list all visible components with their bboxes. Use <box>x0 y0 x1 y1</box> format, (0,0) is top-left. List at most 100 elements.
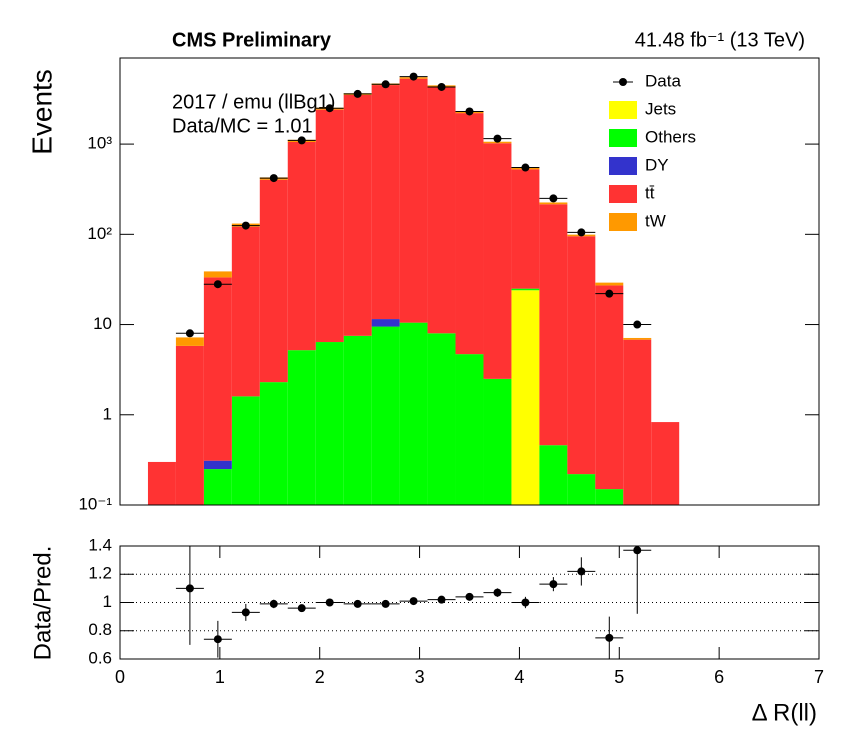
x-tick-label: 0 <box>115 667 125 687</box>
y-axis-label: Events <box>26 69 57 155</box>
data-point <box>549 194 558 203</box>
bar-segment <box>623 337 652 340</box>
bar-segment <box>315 342 344 505</box>
data-point <box>213 635 222 644</box>
data-point <box>521 163 530 172</box>
x-tick-label: 4 <box>514 667 524 687</box>
data-point <box>241 608 250 617</box>
data-point <box>325 104 334 113</box>
legend-swatch <box>609 185 637 203</box>
bar-segment <box>455 113 484 355</box>
legend-swatch <box>609 101 637 119</box>
y-tick-label: 10³ <box>87 134 112 153</box>
bar-segment <box>343 94 372 336</box>
bar-segment <box>623 339 652 505</box>
data-point <box>353 599 362 608</box>
x-tick-label: 7 <box>814 667 824 687</box>
bar-segment <box>203 271 232 278</box>
data-point <box>577 567 586 576</box>
bar-segment <box>455 354 484 505</box>
data-point <box>577 228 586 237</box>
data-point <box>549 580 558 589</box>
legend-swatch <box>609 213 637 231</box>
data-point <box>605 633 614 642</box>
bar-segment <box>259 382 288 505</box>
y-tick-label: 10⁻¹ <box>78 494 112 513</box>
data-point <box>353 89 362 98</box>
data-point <box>269 599 278 608</box>
data-point <box>633 546 642 555</box>
legend-swatch <box>609 157 637 175</box>
bar-segment <box>427 333 456 505</box>
bar-segment <box>371 319 400 327</box>
bar-segment <box>287 350 316 505</box>
data-point <box>493 588 502 597</box>
legend-label: Jets <box>645 99 676 118</box>
y-tick-label: 10 <box>93 314 112 333</box>
bar-segment <box>343 335 372 505</box>
bar-segment <box>511 169 540 289</box>
bar-segment <box>315 109 344 343</box>
bar-segment <box>539 445 568 505</box>
y-axis-label: Data/Pred. <box>29 546 56 661</box>
bar-segment <box>651 422 680 505</box>
x-tick-label: 3 <box>415 667 425 687</box>
data-point <box>409 72 418 81</box>
legend-label: Data <box>645 71 681 90</box>
bar-segment <box>539 202 568 205</box>
legend-swatch <box>609 129 637 147</box>
bar-segment <box>483 378 512 505</box>
data-point <box>381 80 390 89</box>
x-tick-label: 2 <box>315 667 325 687</box>
y-tick-label: 1 <box>103 592 112 611</box>
bar-segment <box>203 469 232 505</box>
y-tick-label: 1 <box>103 404 112 423</box>
bar-segment <box>427 86 456 334</box>
y-tick-label: 0.6 <box>88 648 112 667</box>
y-tick-label: 0.8 <box>88 620 112 639</box>
x-tick-label: 5 <box>614 667 624 687</box>
chart-subtitle: 41.48 fb⁻¹ (13 TeV) <box>635 29 805 51</box>
data-point <box>521 598 530 607</box>
bar-segment <box>175 337 204 346</box>
data-point <box>185 329 194 338</box>
bar-segment <box>539 204 568 446</box>
data-point <box>493 134 502 143</box>
chart-title: CMS Preliminary <box>172 29 332 51</box>
data-point <box>465 592 474 601</box>
data-point <box>297 136 306 145</box>
data-point <box>185 584 194 593</box>
bar-segment <box>203 277 232 461</box>
data-point <box>269 174 278 183</box>
x-tick-label: 6 <box>714 667 724 687</box>
legend-label: Others <box>645 127 696 146</box>
bar-segment <box>231 396 260 505</box>
data-point <box>241 221 250 230</box>
data-point <box>325 598 334 607</box>
bar-segment <box>371 326 400 505</box>
bar-segment <box>483 143 512 379</box>
data-point <box>605 289 614 298</box>
bar-segment <box>371 85 400 320</box>
bar-segment <box>259 179 288 383</box>
bar-segment <box>399 78 428 323</box>
legend-label: DY <box>645 155 669 174</box>
bar-segment <box>511 288 540 291</box>
data-point <box>213 280 222 289</box>
plot-frame <box>119 57 820 506</box>
y-tick-label: 10² <box>87 224 112 243</box>
annotation: Data/MC = 1.01 <box>172 115 313 137</box>
data-point <box>381 599 390 608</box>
x-tick-label: 1 <box>215 667 225 687</box>
annotation: 2017 / emu (llBg1) <box>172 91 335 113</box>
data-point <box>297 604 306 613</box>
legend-label: tW <box>645 211 666 230</box>
data-point <box>633 320 642 329</box>
data-point <box>437 82 446 91</box>
bar-segment <box>567 474 596 505</box>
bar-segment <box>287 141 316 351</box>
bar-segment <box>511 290 540 505</box>
bar-segment <box>175 345 204 505</box>
legend-label: tt̄ <box>645 183 655 202</box>
